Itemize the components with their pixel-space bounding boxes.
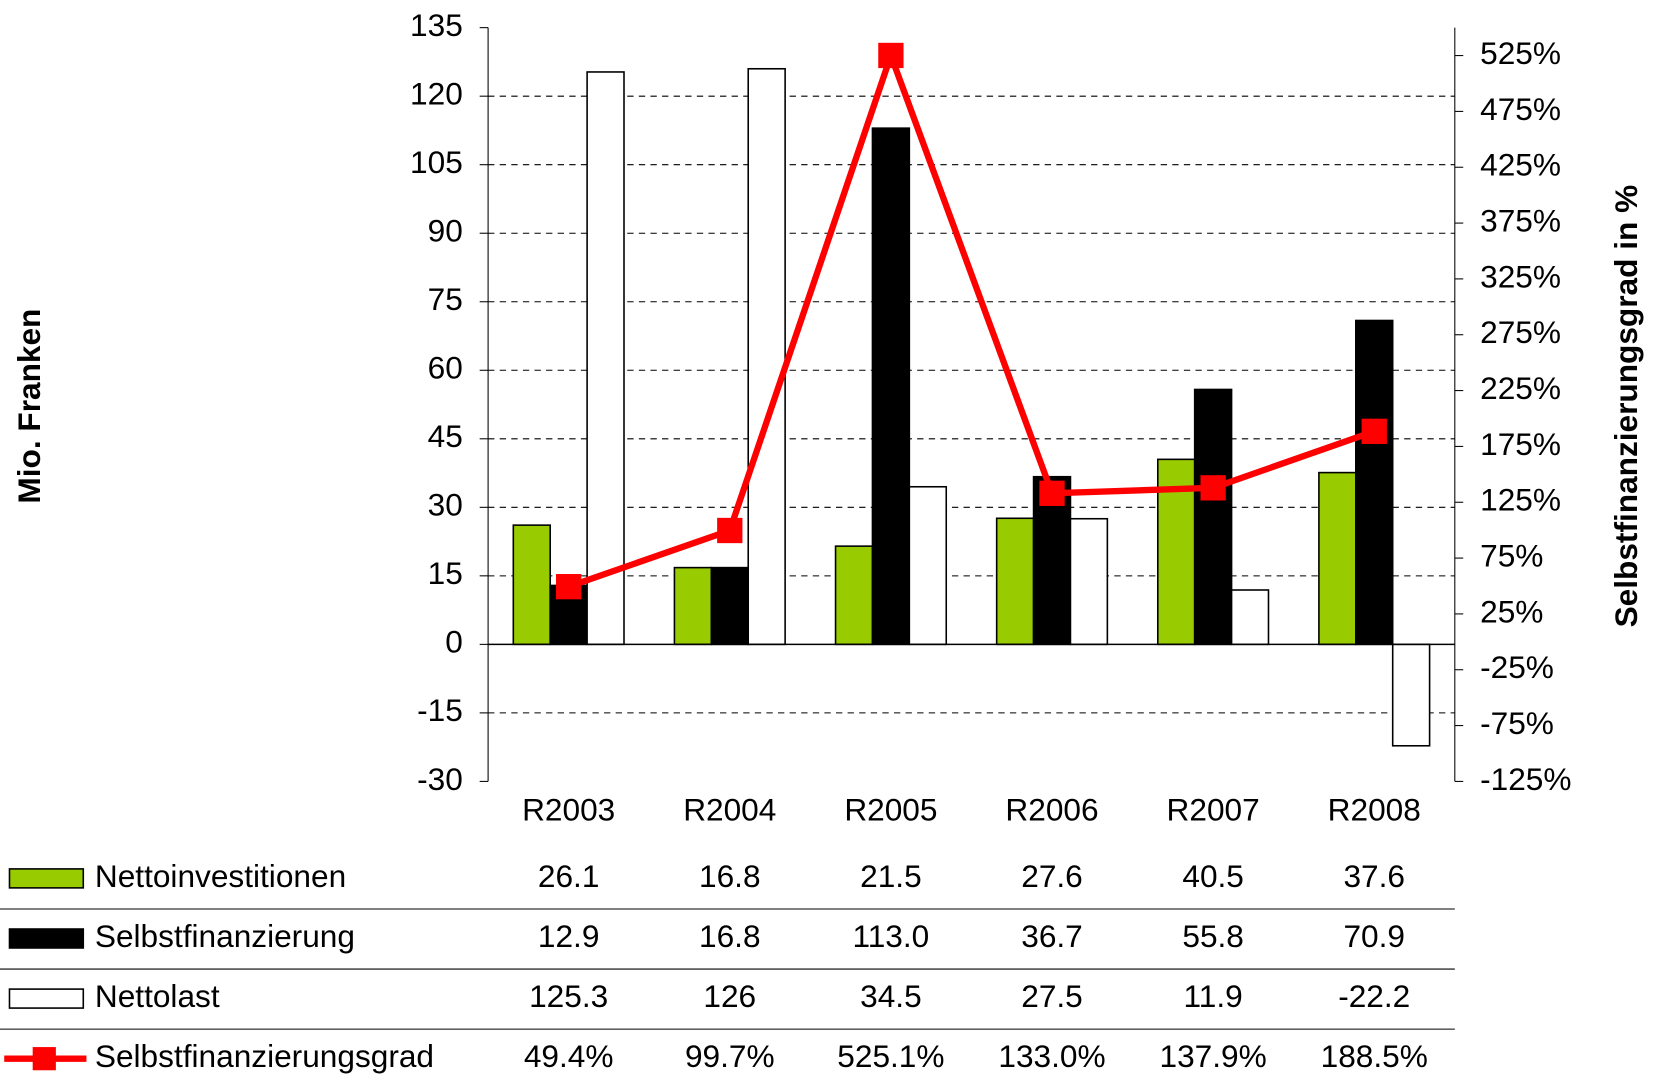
y2-tick-label: 75% bbox=[1480, 537, 1543, 573]
line bbox=[567, 45, 1376, 590]
table-value: 26.1 bbox=[538, 858, 600, 894]
table-value: 34.5 bbox=[860, 978, 922, 1014]
bar bbox=[1230, 589, 1270, 646]
x-tick-label: R2004 bbox=[683, 791, 776, 827]
x-tick-label: R2003 bbox=[522, 791, 615, 827]
legend-label: Nettoinvestitionen bbox=[95, 858, 346, 894]
y2-tick-label: 275% bbox=[1480, 314, 1561, 350]
table-value: 70.9 bbox=[1343, 918, 1405, 954]
marker bbox=[717, 517, 743, 544]
table-value: 27.6 bbox=[1021, 858, 1083, 894]
legend-swatch bbox=[8, 868, 85, 889]
y-tick-label: 0 bbox=[445, 624, 463, 660]
table-value: 16.8 bbox=[699, 918, 761, 954]
legend-label: Selbstfinanzierung bbox=[95, 918, 355, 954]
y2-tick-label: 425% bbox=[1480, 147, 1561, 183]
bar bbox=[1069, 517, 1109, 646]
y-tick-label: 15 bbox=[428, 555, 463, 591]
legend-swatch bbox=[8, 928, 85, 949]
table-value: 36.7 bbox=[1021, 918, 1083, 954]
table-value: -22.2 bbox=[1338, 978, 1410, 1014]
y-tick-label: 135 bbox=[410, 7, 463, 43]
table-value: 40.5 bbox=[1182, 858, 1244, 894]
bar bbox=[673, 566, 713, 646]
table-value: 37.6 bbox=[1343, 858, 1405, 894]
legend-swatch bbox=[8, 988, 85, 1009]
bar bbox=[1391, 643, 1431, 747]
marker bbox=[1039, 480, 1065, 506]
table-value: 16.8 bbox=[699, 858, 761, 894]
y2-tick-label: 525% bbox=[1480, 35, 1561, 71]
y2-axis-label: Selbstfinanzierungsgrad in % bbox=[1608, 185, 1644, 628]
bar bbox=[747, 67, 786, 646]
y2-tick-label: 325% bbox=[1480, 258, 1561, 294]
marker bbox=[1361, 418, 1387, 444]
legend-marker bbox=[32, 1047, 56, 1071]
table-value: 12.9 bbox=[538, 918, 600, 954]
bar bbox=[995, 517, 1035, 646]
legend-label: Selbstfinanzierungsgrad bbox=[95, 1038, 434, 1074]
table-value: 137.9% bbox=[1160, 1038, 1267, 1074]
y-tick-label: 60 bbox=[428, 350, 463, 386]
y2-tick-label: -25% bbox=[1480, 649, 1554, 685]
table-value: 49.4% bbox=[524, 1038, 614, 1074]
table-value: 126 bbox=[703, 978, 756, 1014]
bar bbox=[871, 127, 911, 646]
y2-tick-label: -75% bbox=[1480, 705, 1554, 741]
y-tick-label: 120 bbox=[410, 76, 463, 112]
table-value: 99.7% bbox=[685, 1038, 775, 1074]
table-value: 113.0 bbox=[853, 918, 930, 954]
y-tick-label: 75 bbox=[428, 281, 463, 317]
marker bbox=[556, 574, 582, 600]
bar bbox=[586, 71, 625, 646]
table-value: 133.0% bbox=[998, 1038, 1105, 1074]
y2-tick-label: 25% bbox=[1480, 593, 1543, 629]
table-value: 11.9 bbox=[1184, 978, 1243, 1014]
y-tick-label: 45 bbox=[428, 418, 463, 454]
x-tick-label: R2008 bbox=[1328, 791, 1421, 827]
bar bbox=[834, 545, 874, 646]
marker bbox=[878, 42, 904, 69]
table-value: 125.3 bbox=[529, 978, 608, 1014]
x-tick-label: R2005 bbox=[844, 791, 937, 827]
marker bbox=[1200, 475, 1226, 501]
bar bbox=[710, 566, 750, 646]
y-tick-label: 90 bbox=[428, 213, 463, 249]
table-value: 525.1% bbox=[837, 1038, 944, 1074]
y-tick-label: -30 bbox=[417, 761, 463, 797]
bar bbox=[512, 524, 551, 646]
y-axis-label: Mio. Franken bbox=[11, 309, 47, 504]
bar bbox=[1318, 471, 1357, 646]
bar bbox=[908, 485, 948, 646]
y-tick-label: 105 bbox=[410, 144, 463, 180]
table-value: 27.5 bbox=[1021, 978, 1083, 1014]
x-tick-label: R2007 bbox=[1167, 791, 1260, 827]
y2-tick-label: -125% bbox=[1480, 761, 1571, 797]
y-tick-label: -15 bbox=[417, 692, 463, 728]
y2-tick-label: 175% bbox=[1480, 426, 1561, 462]
table-value: 55.8 bbox=[1182, 918, 1244, 954]
table-value: 188.5% bbox=[1321, 1038, 1428, 1074]
y2-tick-label: 125% bbox=[1480, 482, 1561, 518]
y-tick-label: 30 bbox=[428, 487, 463, 523]
table-value: 21.5 bbox=[860, 858, 922, 894]
x-tick-label: R2006 bbox=[1005, 791, 1098, 827]
y2-tick-label: 375% bbox=[1480, 202, 1561, 238]
y2-tick-label: 225% bbox=[1480, 370, 1561, 406]
legend-label: Nettolast bbox=[95, 978, 220, 1014]
y2-tick-label: 475% bbox=[1480, 91, 1561, 127]
bar bbox=[1355, 319, 1394, 646]
bar bbox=[1193, 388, 1233, 646]
